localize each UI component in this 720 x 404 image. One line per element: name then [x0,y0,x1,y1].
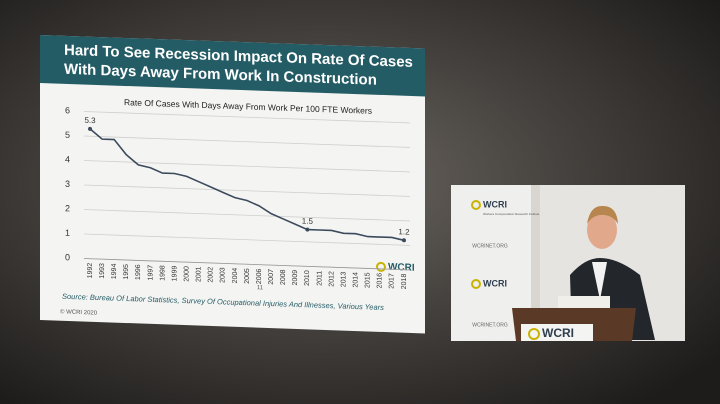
x-tick-label: 2013 [340,271,347,287]
logo-mark [471,200,481,210]
slide-header [40,35,425,97]
x-tick-label: 2004 [232,268,239,284]
grid-line [84,233,410,246]
hair [587,205,618,224]
video-inset: WCRI Workers Compensation Research Insti… [451,185,685,341]
x-tick-label: 2016 [377,273,384,289]
y-tick-label: 4 [65,154,70,164]
data-label: 1.2 [398,227,410,236]
y-tick-label: 5 [65,130,70,140]
x-tick-label: 2014 [353,272,360,288]
data-point [401,238,406,243]
speaker-head [587,211,617,249]
y-tick-label: 3 [65,179,70,189]
x-tick-label: 2003 [220,267,227,283]
data-line [89,128,405,242]
x-tick-label: 2017 [389,273,396,289]
grid-line [84,111,410,124]
banner-logo: WCRI [483,278,507,288]
grid-line [84,135,410,148]
x-tick-label: 1994 [111,263,118,279]
x-tick-label: 2012 [328,271,335,287]
x-tick-label: 2006 [256,268,263,284]
x-tick-label: 2008 [280,269,287,285]
x-tick-label: 1995 [123,264,130,280]
x-tick-label: 2002 [208,267,215,283]
data-point [88,126,93,131]
logo-mark [376,261,386,272]
x-tick-label: 1992 [87,263,94,279]
slide: Hard To See Recession Impact On Rate Of … [40,35,425,334]
grid-line [84,160,410,173]
logo: WCRI [388,262,415,274]
shirt [592,262,607,300]
y-tick-label: 1 [65,228,70,238]
x-tick-label: 2001 [196,266,203,282]
data-label: 1.5 [302,217,314,226]
podium-logo: WCRI [542,326,574,340]
x-tick-label: 2010 [304,270,311,286]
data-label: 5.3 [84,116,96,125]
grid-line [84,209,410,222]
x-tick-label: 2018 [401,273,408,289]
banner-logo: WCRI [483,199,507,209]
laptop [558,296,610,310]
x-tick-label: 2011 [316,271,323,286]
x-tick-label: 1998 [159,265,166,281]
x-tick-label: 2015 [365,272,372,288]
data-point [305,227,310,232]
x-tick-label: 1996 [135,264,142,280]
y-tick-label: 0 [65,252,70,262]
x-tick-label: 1993 [99,263,106,279]
x-axis [84,258,410,271]
x-tick-label: 2007 [268,269,275,285]
x-tick-label: 1997 [147,265,154,281]
copyright: © WCRI 2020 [60,308,98,316]
x-tick-label: 2005 [244,268,251,284]
x-tick-label: 2009 [292,270,299,286]
page-number: 11 [257,285,264,291]
banner-subtitle: Workers Compensation Research Institute [483,212,540,216]
y-tick-label: 2 [65,203,70,213]
x-tick-label: 2000 [183,266,190,282]
slide-background [40,35,425,334]
y-tick-label: 6 [65,105,70,115]
logo-mark [471,279,481,289]
x-tick-label: 1999 [171,265,178,281]
website: WCRINET.ORG [472,322,508,328]
website: WCRINET.ORG [472,243,508,249]
grid-line [84,184,410,197]
logo-mark [528,328,540,340]
